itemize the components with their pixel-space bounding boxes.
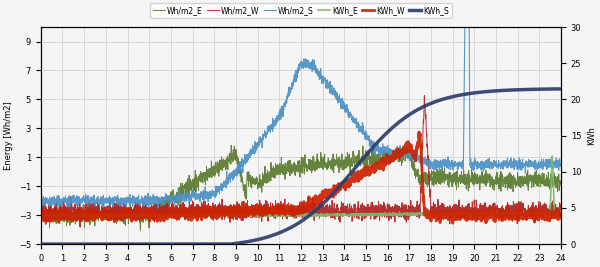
Legend: Wh/m2_E, Wh/m2_W, Wh/m2_S, KWh_E, KWh_W, KWh_S: Wh/m2_E, Wh/m2_W, Wh/m2_S, KWh_E, KWh_W,… bbox=[150, 3, 452, 18]
Y-axis label: Energy [Wh/m2]: Energy [Wh/m2] bbox=[4, 101, 13, 170]
Y-axis label: KWh: KWh bbox=[587, 126, 596, 145]
